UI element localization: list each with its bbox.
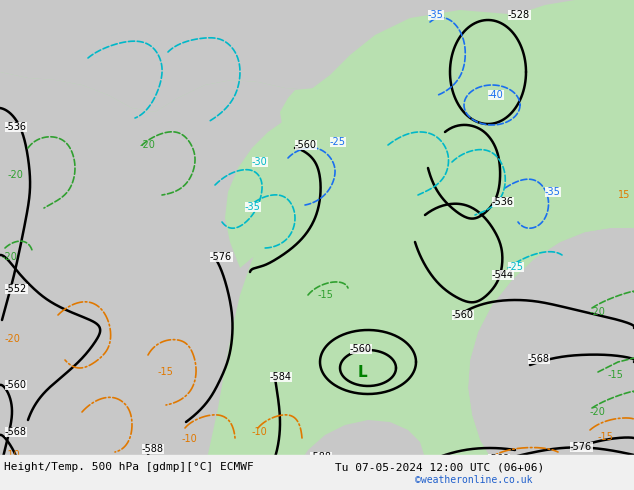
- Text: -536: -536: [5, 122, 27, 132]
- Text: -584: -584: [270, 372, 292, 382]
- Text: 15: 15: [618, 190, 630, 200]
- Polygon shape: [468, 30, 634, 490]
- Polygon shape: [225, 0, 634, 440]
- Text: -40: -40: [488, 90, 504, 100]
- Text: -560: -560: [350, 344, 372, 354]
- Bar: [0, 455, 634, 490]
- Text: L: L: [357, 365, 367, 379]
- Text: -20: -20: [2, 252, 18, 262]
- Text: -35: -35: [545, 187, 561, 197]
- Text: -10: -10: [500, 460, 515, 470]
- Text: -35: -35: [245, 202, 261, 212]
- Text: -536: -536: [492, 197, 514, 207]
- Polygon shape: [285, 420, 425, 490]
- Text: -552: -552: [5, 284, 27, 294]
- Text: -15: -15: [318, 290, 334, 300]
- Text: -20: -20: [590, 307, 606, 317]
- Text: -560: -560: [5, 380, 27, 390]
- Text: -528: -528: [508, 10, 530, 20]
- Polygon shape: [0, 72, 322, 490]
- Text: -568: -568: [488, 454, 510, 464]
- Text: -25: -25: [330, 137, 346, 147]
- Text: -560: -560: [295, 140, 317, 150]
- Text: -10: -10: [5, 450, 21, 460]
- Text: -20: -20: [140, 140, 156, 150]
- Text: ©weatheronline.co.uk: ©weatheronline.co.uk: [415, 475, 533, 485]
- Text: -588: -588: [142, 444, 164, 454]
- Text: -20: -20: [5, 334, 21, 344]
- Text: -584: -584: [398, 467, 420, 477]
- Text: -568: -568: [528, 354, 550, 364]
- Text: Height/Temp. 500 hPa [gdmp][°C] ECMWF: Height/Temp. 500 hPa [gdmp][°C] ECMWF: [4, 462, 254, 472]
- Text: -20: -20: [8, 170, 24, 180]
- Text: -15: -15: [158, 367, 174, 377]
- Polygon shape: [0, 0, 634, 112]
- Text: -560: -560: [452, 310, 474, 320]
- Polygon shape: [290, 318, 428, 410]
- Text: -35: -35: [428, 10, 444, 20]
- Text: -15: -15: [608, 370, 624, 380]
- Polygon shape: [280, 88, 362, 148]
- Text: -544: -544: [492, 270, 514, 280]
- Text: -568: -568: [5, 427, 27, 437]
- Text: -576: -576: [570, 442, 592, 452]
- Text: -25: -25: [508, 262, 524, 272]
- Text: -10: -10: [182, 434, 198, 444]
- Text: -20: -20: [590, 407, 606, 417]
- Text: Tu 07-05-2024 12:00 UTC (06+06): Tu 07-05-2024 12:00 UTC (06+06): [335, 462, 544, 472]
- Text: -30: -30: [252, 157, 268, 167]
- Text: -10: -10: [252, 427, 268, 437]
- Text: -576: -576: [210, 252, 232, 262]
- Text: -15: -15: [598, 432, 614, 442]
- Text: -588: -588: [310, 452, 332, 462]
